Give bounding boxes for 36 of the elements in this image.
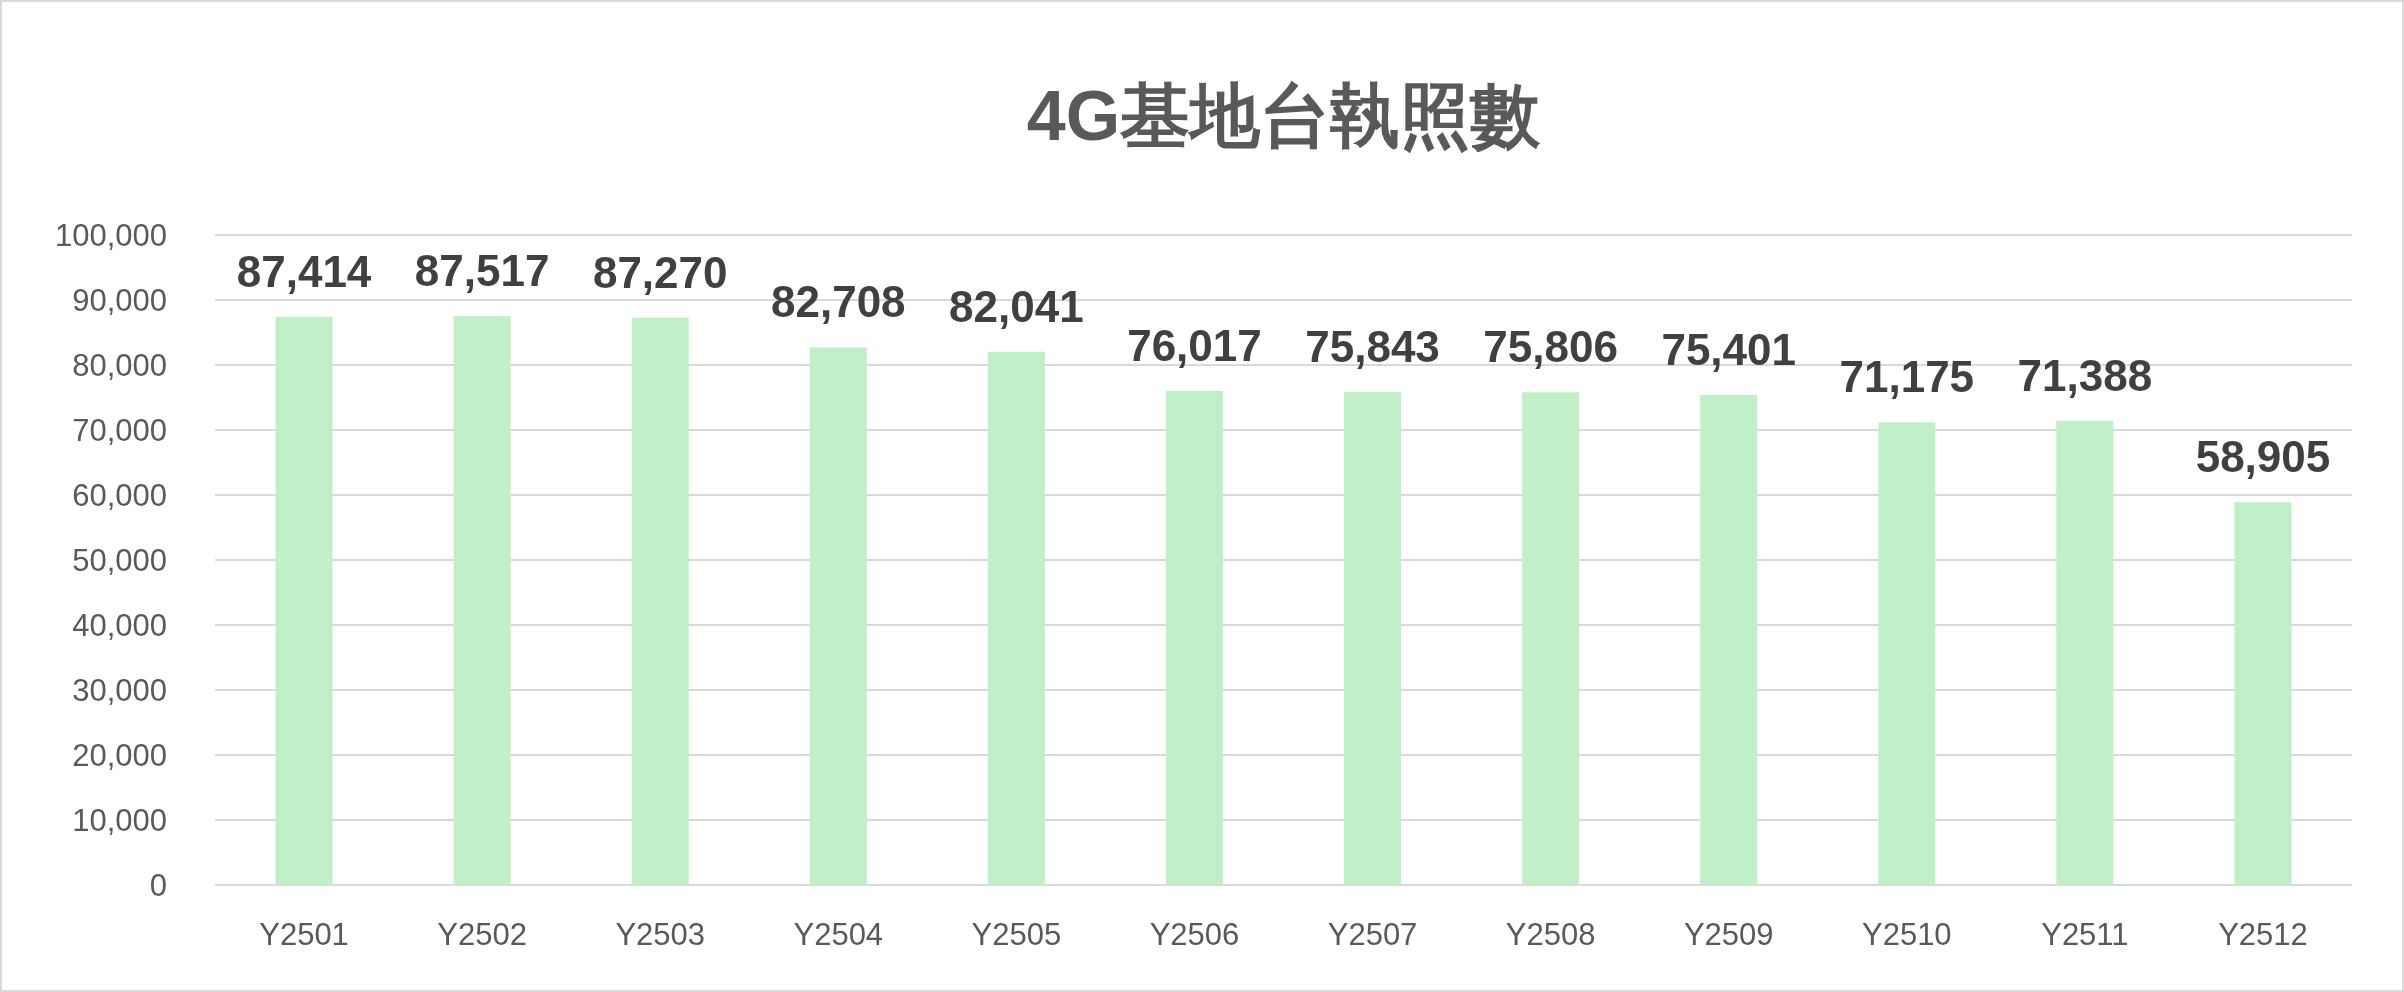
data-label: 87,517 [414, 246, 550, 296]
data-label: 82,708 [771, 277, 906, 327]
data-label: 75,401 [1661, 324, 1796, 374]
y-tick-label: 0 [149, 868, 167, 903]
y-tick-label: 60,000 [72, 478, 167, 513]
data-label: 58,905 [2195, 432, 2331, 482]
data-label: 71,175 [1839, 352, 1975, 402]
data-label: 76,017 [1127, 320, 1262, 370]
data-label: 87,270 [592, 247, 728, 297]
data-label: 75,806 [1483, 322, 1618, 372]
y-tick-label: 90,000 [72, 283, 167, 318]
x-tick-label: Y2503 [615, 917, 706, 952]
x-tick-label: Y2510 [1861, 917, 1952, 952]
y-tick-label: 20,000 [72, 738, 167, 773]
y-tick-label: 50,000 [72, 543, 167, 578]
x-tick-label: Y2501 [259, 917, 349, 952]
data-label: 87,414 [236, 246, 372, 296]
y-tick-label: 80,000 [72, 348, 167, 383]
x-tick-label: Y2506 [1149, 917, 1240, 952]
data-label: 71,388 [2017, 350, 2153, 400]
y-tick-label: 40,000 [72, 608, 167, 643]
x-tick-label: Y2505 [971, 917, 1062, 952]
x-tick-label: Y2511 [2041, 917, 2129, 952]
data-label: 82,041 [949, 281, 1084, 331]
x-tick-label: Y2504 [793, 917, 884, 952]
y-tick-label: 10,000 [72, 803, 167, 838]
y-tick-label: 30,000 [72, 673, 167, 708]
y-tick-label: 70,000 [72, 413, 167, 448]
x-tick-label: Y2507 [1327, 917, 1418, 952]
data-label: 75,843 [1305, 322, 1440, 372]
y-tick-label: 100,000 [54, 218, 167, 253]
x-tick-label: Y2508 [1505, 917, 1596, 952]
x-tick-label: Y2512 [2218, 917, 2308, 952]
title: 4G基地台執照數 [1026, 77, 1541, 155]
x-tick-label: Y2509 [1683, 917, 1774, 952]
x-tick-label: Y2502 [437, 917, 527, 952]
